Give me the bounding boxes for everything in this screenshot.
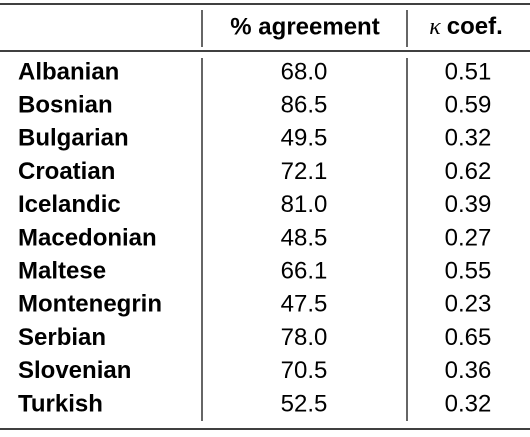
kappa-cell: 0.59	[445, 92, 492, 119]
language-cell: Bulgarian	[18, 125, 129, 152]
agreement-cell: 52.5	[281, 390, 328, 417]
kappa-cell: 0.27	[445, 224, 492, 251]
header-cell: % agreement	[230, 13, 379, 40]
agreement-cell: 48.5	[281, 224, 328, 251]
agreement-cell: 72.1	[281, 158, 328, 185]
kappa-cell: 0.39	[445, 191, 492, 218]
kappa-cell: 0.65	[445, 324, 492, 351]
kappa-cell: 0.23	[445, 291, 492, 318]
agreement-cell: 49.5	[281, 125, 328, 152]
language-cell: Macedonian	[18, 224, 157, 251]
agreement-cell: 81.0	[281, 191, 328, 218]
agreement-cell: 47.5	[281, 291, 328, 318]
language-cell: Croatian	[18, 158, 115, 185]
kappa-cell: 0.51	[445, 58, 492, 85]
agreement-cell: 68.0	[281, 58, 328, 85]
language-cell: Bosnian	[18, 92, 113, 119]
kappa-cell: 0.55	[445, 258, 492, 285]
agreement-cell: 66.1	[281, 258, 328, 285]
language-cell: Turkish	[18, 390, 103, 417]
kappa-cell: 0.32	[445, 125, 492, 152]
language-cell: Montenegrin	[18, 291, 162, 318]
language-cell: Maltese	[18, 258, 106, 285]
agreement-cell: 70.5	[281, 357, 328, 384]
language-cell: Serbian	[18, 324, 106, 351]
kappa-symbol: κ	[429, 14, 441, 40]
language-cell: Slovenian	[18, 357, 131, 384]
agreement-cell: 86.5	[281, 92, 328, 119]
header-text: coef.	[447, 13, 503, 40]
header-cell: κ coef.	[429, 13, 503, 40]
language-cell: Albanian	[18, 58, 119, 85]
language-cell: Icelandic	[18, 191, 121, 218]
kappa-cell: 0.36	[445, 357, 492, 384]
agreement-cell: 78.0	[281, 324, 328, 351]
kappa-cell: 0.32	[445, 390, 492, 417]
kappa-cell: 0.62	[445, 158, 492, 185]
